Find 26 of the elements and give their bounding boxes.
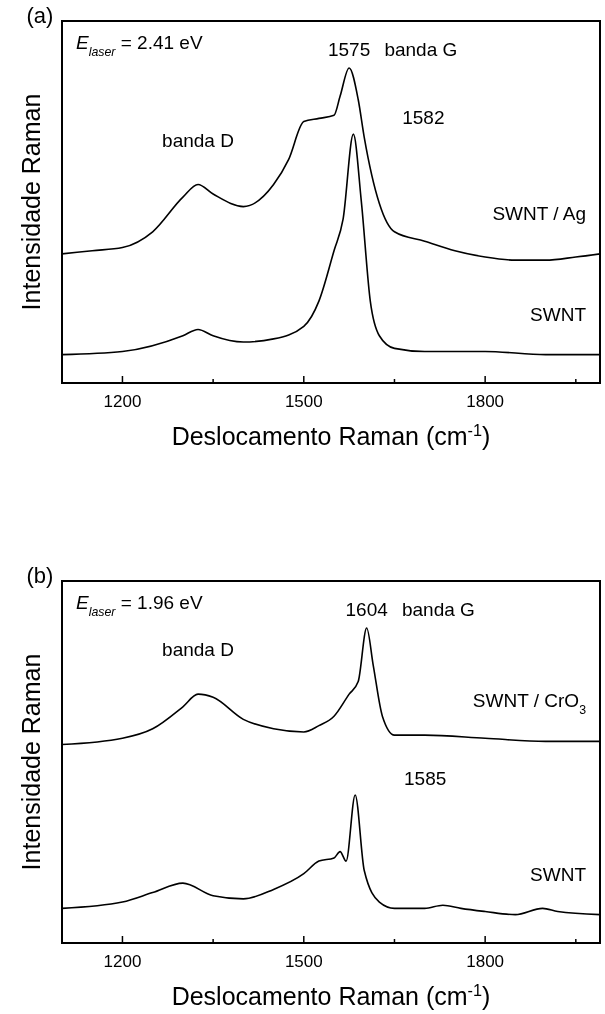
series-label: SWNT / CrO$_{3}$ <box>472 690 587 718</box>
annotation: banda G <box>401 599 475 620</box>
x-axis-title: Deslocamento Raman (cm$^{-1}$) <box>171 421 491 450</box>
chart-title: (b) <box>26 563 54 588</box>
x-tick-label: 1200 <box>103 952 142 971</box>
x-tick-label: 1200 <box>103 392 142 411</box>
series-label: SWNT / Ag <box>492 202 586 224</box>
x-axis-title: Deslocamento Raman (cm$^{-1}$) <box>171 981 491 1010</box>
annotation: 1585 <box>404 767 447 789</box>
x-tick-label: 1800 <box>466 952 505 971</box>
annotation: banda G <box>384 39 458 60</box>
text: E$_{laser}$ = 2.41 eV <box>76 32 203 59</box>
x-tick-label: 1500 <box>284 952 323 971</box>
annotation: 1575 <box>327 39 371 60</box>
series-label: SWNT <box>530 863 587 885</box>
text: E$_{laser}$ = 1.96 eV <box>76 592 203 619</box>
annotation: banda D <box>162 639 234 661</box>
chart-title: (a) <box>26 3 54 28</box>
x-tick-label: 1500 <box>284 392 323 411</box>
y-axis-title: Intensidade Raman <box>17 653 45 871</box>
annotation: banda D <box>162 129 234 151</box>
annotation: 1582 <box>402 107 445 129</box>
x-tick-label: 1800 <box>466 392 505 411</box>
y-axis-title: Intensidade Raman <box>17 93 45 311</box>
series-label: SWNT <box>530 303 587 325</box>
annotation: 1604 <box>345 599 389 620</box>
